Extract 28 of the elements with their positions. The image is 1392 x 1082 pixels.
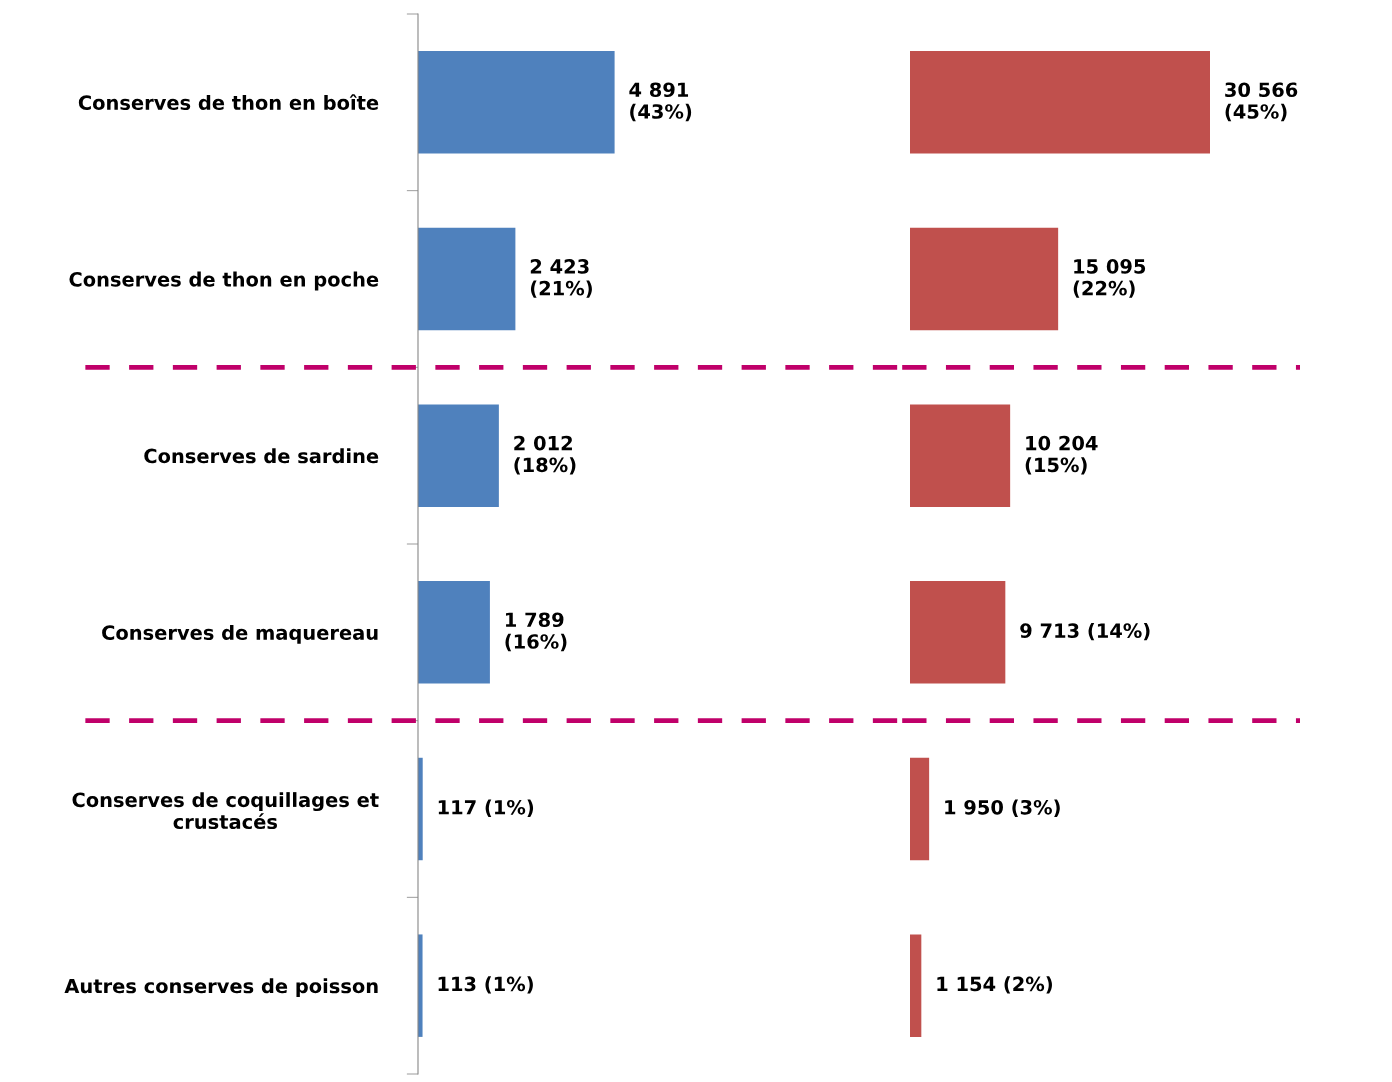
- y-tick-label: Conserves de sardine: [144, 448, 379, 464]
- bar: [910, 51, 1210, 154]
- data-label: 10 204 (15%): [1025, 435, 1098, 475]
- data-label: 30 566 (45%): [1225, 82, 1298, 122]
- y-tick-label: Conserves de thon en boîte: [78, 94, 379, 110]
- bar: [418, 404, 499, 507]
- data-label: 1 154 (2%): [937, 976, 1052, 994]
- data-label: 2 423 (21%): [530, 259, 592, 298]
- bar: [910, 404, 1011, 507]
- data-label: 1 950 (3%): [945, 799, 1060, 817]
- y-tick-label: Conserves de maquereau: [102, 624, 378, 644]
- data-label: 1 789 (16%): [505, 612, 567, 652]
- y-tick-label: Conserves de thon en poche: [69, 271, 379, 291]
- bar: [910, 227, 1059, 331]
- data-label: 9 713 (14%): [1020, 622, 1150, 641]
- data-label: 117 (1%): [438, 799, 534, 817]
- bar: [418, 227, 516, 331]
- bar: [910, 757, 930, 861]
- data-label: 4 891 (43%): [629, 82, 692, 122]
- y-tick-label: Conserves de coquillages et crustacés: [72, 792, 379, 830]
- y-tick-label: Autres conserves de poisson: [64, 978, 378, 998]
- bar: [910, 934, 922, 1037]
- data-label: 2 012 (18%): [514, 435, 576, 475]
- data-label: 113 (1%): [438, 976, 533, 994]
- bar: [418, 51, 615, 154]
- data-label: 15 095 (22%): [1073, 259, 1146, 298]
- bar: [910, 581, 1006, 684]
- bar: [418, 581, 490, 684]
